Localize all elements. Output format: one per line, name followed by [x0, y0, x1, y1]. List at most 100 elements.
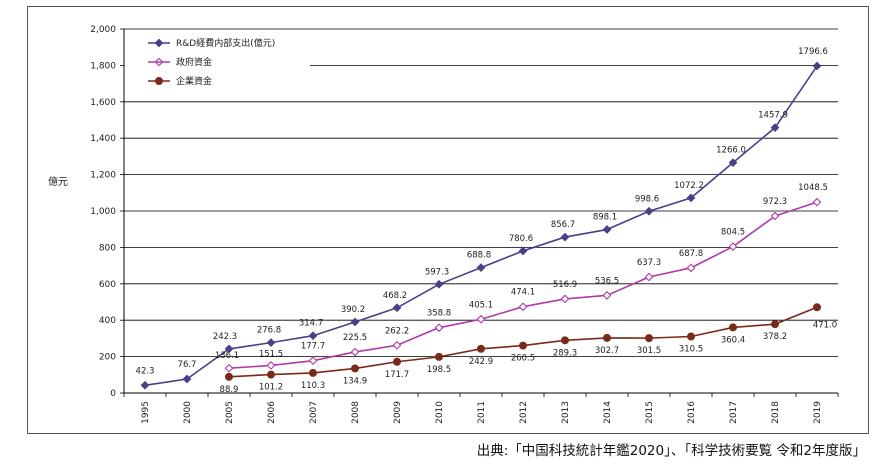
data-point	[771, 320, 780, 329]
x-tick-label: 2007	[309, 401, 319, 424]
data-label: 171.7	[385, 370, 409, 380]
data-label: 225.5	[343, 333, 367, 343]
series-line-1	[144, 65, 818, 387]
data-point	[350, 347, 360, 357]
data-label: 360.4	[721, 335, 745, 345]
data-point	[308, 331, 318, 341]
data-point	[602, 290, 612, 300]
data-label: 198.5	[427, 365, 451, 375]
x-tick-label: 2009	[393, 401, 403, 424]
x-tick-label: 2019	[813, 401, 823, 424]
data-label: 88.9	[220, 385, 239, 395]
chart-frame: 0 200 400 600 800 1,000 1,200 1,400 1,600 1,800 2,…	[27, 6, 869, 434]
x-tick-label: 2006	[267, 401, 277, 424]
data-point	[770, 123, 780, 133]
data-point	[140, 380, 150, 390]
data-label: 972.3	[763, 197, 787, 207]
y-tick-label: 0	[110, 389, 116, 399]
data-point	[560, 294, 570, 304]
legend-entry: 政府資金	[176, 56, 212, 68]
data-point	[476, 263, 486, 273]
y-tick-label: 2,000	[90, 25, 116, 35]
data-point	[308, 356, 318, 366]
data-point	[603, 333, 612, 342]
data-point	[266, 361, 276, 370]
data-label: 898.1	[593, 213, 617, 223]
data-label: 289.3	[553, 348, 577, 358]
data-point	[224, 363, 234, 373]
data-label: 260.5	[511, 354, 535, 364]
x-tick-label: 2008	[351, 401, 361, 424]
x-tick-label: 2012	[519, 401, 529, 424]
data-label: 1796.6	[798, 47, 828, 57]
data-point	[434, 352, 443, 361]
data-label: 101.2	[259, 383, 283, 393]
data-point	[392, 340, 402, 350]
x-tick-label: 2018	[771, 401, 781, 424]
data-point	[350, 317, 360, 327]
data-label: 42.3	[136, 366, 155, 376]
y-tick-label: 600	[99, 280, 116, 290]
data-label: 1457.9	[758, 111, 788, 121]
x-tick-label: 2010	[435, 401, 445, 424]
data-label: 780.6	[509, 234, 533, 244]
legend-entry: 企業資金	[176, 75, 212, 87]
source-note: 出典:「中国科技統計年鑑2020」、「科学技術要覧 令和2年度版」	[476, 443, 866, 459]
data-label: 688.8	[467, 251, 491, 261]
x-tick-label: 2017	[729, 401, 739, 424]
y-tick-label: 200	[99, 353, 116, 363]
data-label: 110.3	[301, 381, 325, 391]
data-point	[770, 211, 780, 221]
data-label: 405.1	[469, 300, 493, 310]
data-label: 358.8	[427, 309, 451, 319]
data-label: 474.1	[511, 288, 535, 298]
line-chart: 0 200 400 600 800 1,000 1,200 1,400 1,600 1,800 2,…	[48, 25, 839, 424]
data-label: 856.7	[551, 220, 575, 230]
data-label: 262.2	[385, 326, 409, 336]
x-tick-label: 2015	[645, 401, 655, 424]
data-label: 378.2	[763, 332, 787, 342]
data-label: 1072.2	[674, 181, 704, 191]
x-tick-label: 1995	[141, 401, 151, 424]
y-tick-label: 1,000	[90, 207, 116, 217]
data-label: 302.7	[595, 346, 619, 356]
data-label: 76.7	[178, 360, 197, 370]
data-point	[686, 193, 696, 203]
data-point	[266, 370, 275, 379]
data-point	[645, 334, 654, 343]
y-tick-label: 1,600	[90, 98, 116, 108]
x-tick-label: 2000	[183, 401, 193, 424]
y-tick-label: 1,200	[90, 171, 116, 181]
data-label: 177.7	[301, 342, 325, 352]
data-point	[392, 303, 402, 313]
data-label: 468.2	[383, 291, 407, 301]
data-label: 597.3	[425, 267, 449, 277]
legend-entry: R&D経費内部支出(億元)	[176, 37, 275, 49]
data-label: 134.9	[343, 376, 367, 386]
data-point	[434, 323, 444, 333]
data-point	[224, 372, 233, 381]
data-label: 536.5	[595, 276, 619, 286]
data-point	[476, 344, 485, 353]
data-point	[686, 263, 696, 273]
data-point	[434, 279, 444, 289]
data-label: 151.5	[259, 349, 283, 359]
data-point	[812, 197, 822, 207]
data-point	[813, 303, 822, 312]
y-tick-label: 800	[99, 243, 116, 253]
data-point	[518, 302, 528, 312]
data-point	[728, 242, 738, 251]
data-point	[392, 357, 401, 366]
data-label: 687.8	[679, 249, 703, 259]
data-point	[644, 206, 654, 216]
data-label: 516.9	[553, 280, 577, 290]
data-label: 1266.0	[716, 146, 746, 156]
data-point	[476, 314, 486, 324]
y-tick-label: 1,400	[90, 134, 116, 144]
data-point	[518, 246, 528, 256]
data-point	[812, 61, 822, 71]
data-label: 1048.5	[798, 183, 828, 193]
y-tick-label: 400	[99, 316, 116, 326]
data-point	[224, 344, 234, 354]
data-label: 390.2	[341, 305, 365, 315]
